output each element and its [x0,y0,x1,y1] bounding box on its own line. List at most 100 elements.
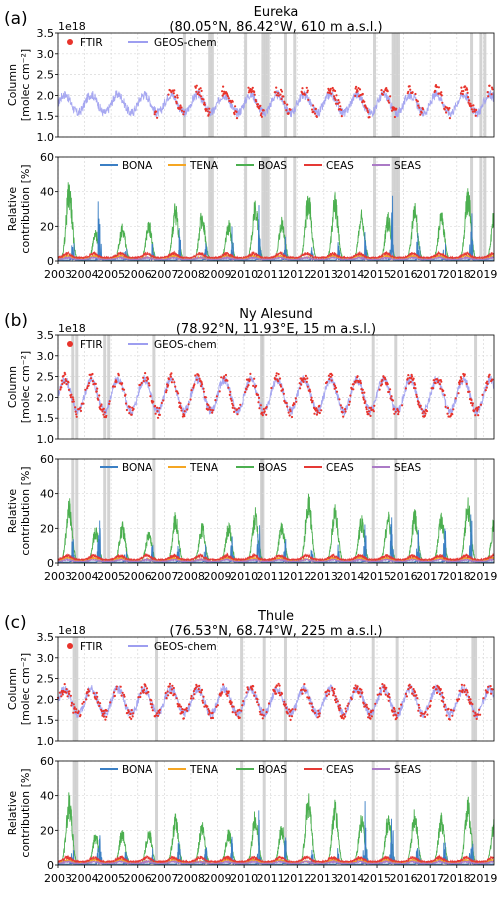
y-tick-label: 40 [40,186,54,199]
ftir-point [275,374,278,377]
legend-label-geos-chem: GEOS-chem [154,339,217,351]
ftir-point [165,389,168,392]
x-tick-label: 2006 [124,268,152,281]
ftir-point [393,412,396,415]
y-tick-label: 20 [40,220,54,233]
ftir-point [248,378,251,381]
ftir-point [124,393,127,396]
ftir-point [201,699,204,702]
ftir-point [382,90,385,93]
ftir-point [225,693,228,696]
ftir-point [469,698,472,701]
ftir-point [408,683,411,686]
ftir-point [386,90,389,93]
ftir-point [231,711,234,714]
ftir-point [484,389,487,392]
ftir-point [270,386,273,390]
x-tick-label: 2008 [177,872,205,885]
ftir-point [202,390,206,393]
ftir-point [365,408,368,411]
ftir-point [224,373,228,377]
ftir-point [67,388,71,391]
ftir-point [417,703,420,707]
y-axis-label: Column [6,366,19,408]
x-tick-label: 2013 [310,872,338,885]
ftir-point [176,94,179,97]
y-axis-label: Column [6,64,19,106]
ftir-point [385,87,388,90]
ftir-point [354,381,357,384]
ftir-point [128,412,131,415]
ftir-point [220,376,223,379]
ftir-point [182,110,185,113]
ftir-point [439,387,442,390]
ftir-point [150,706,153,709]
ftir-point [79,409,83,412]
ftir-point [361,691,364,694]
ftir-point [193,693,196,696]
ftir-point [328,91,331,94]
ftir-point [124,402,128,405]
series-line-seas [57,255,495,261]
plot-area [58,157,494,261]
ftir-point [121,691,124,694]
ftir-point [195,84,198,87]
ftir-point [419,113,422,116]
ftir-point [112,691,116,694]
ftir-point [262,109,265,112]
ftir-point [65,691,68,694]
ftir-point [235,408,239,411]
ftir-point [471,703,474,706]
ftir-point [404,387,407,390]
gray-band [391,33,395,137]
gray-band [72,637,76,741]
ftir-point [61,693,64,696]
ftir-point [337,705,340,708]
ftir-point [158,407,161,410]
ftir-point [64,378,67,381]
gray-band [283,637,287,741]
ftir-point [366,706,369,709]
ftir-point [201,701,205,704]
ftir-point [308,702,311,705]
ftir-point [193,383,196,386]
ftir-point [418,706,421,709]
panel-b: (b) Ny Alesund(78.92°N, 11.93°E, 15 m a.s… [4,307,497,583]
ftir-point [410,685,413,689]
ftir-point [355,379,358,382]
ftir-point [215,395,218,398]
ftir-point [461,92,464,96]
ftir-point [259,404,262,407]
ftir-point [102,715,105,718]
ftir-point [350,698,353,701]
legend-marker-ftir [67,39,73,45]
ftir-point [345,710,348,713]
gray-band [394,33,398,137]
ftir-point [221,94,224,97]
ftir-point [298,382,301,385]
station-title: Ny Alesund [239,307,313,322]
gray-band [266,33,270,137]
ftir-point [222,85,225,88]
ftir-point [200,89,203,92]
ftir-point [449,414,452,417]
ftir-point [165,391,168,394]
ftir-point [295,400,298,403]
y-tick-label: 20 [40,522,54,535]
gray-band [470,157,474,261]
x-tick-label: 2006 [124,570,152,583]
ftir-point [343,713,346,716]
ftir-point [395,716,398,719]
x-tick-label: 2016 [390,268,418,281]
ftir-point [99,702,102,705]
panel-c: (c) Thule(76.53°N, 68.74°W, 225 m a.s.l.)… [4,609,497,885]
ftir-point [147,690,150,694]
ftir-point [273,690,276,693]
y-axis-label-units: contribution [%] [19,768,32,857]
ftir-point [257,107,261,110]
ftir-point [262,708,265,712]
ftir-point [276,684,279,687]
ftir-point [359,382,362,385]
ftir-point [369,414,372,417]
ftir-point [352,383,355,386]
